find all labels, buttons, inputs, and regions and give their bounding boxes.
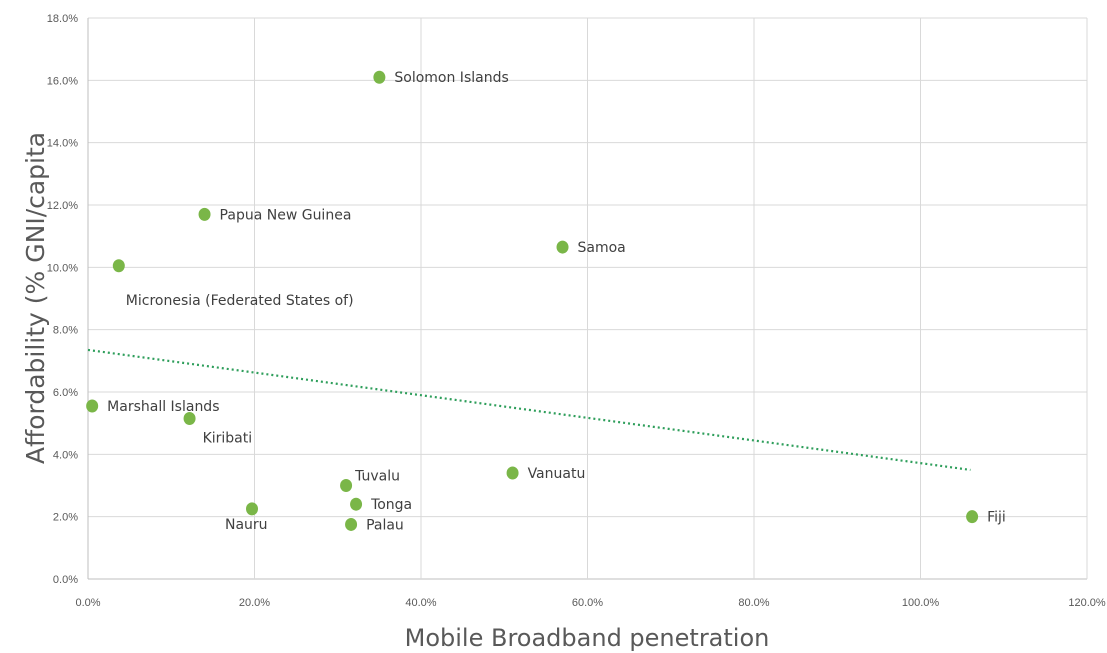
y-axis-title: Affordability (% GNI/capita — [21, 132, 50, 464]
point-label: Fiji — [987, 510, 1006, 526]
x-tick-label: 80.0% — [738, 597, 769, 609]
point-label: Solomon Islands — [394, 70, 508, 86]
data-point — [86, 399, 99, 413]
data-point — [345, 517, 358, 531]
point-label: Samoa — [578, 240, 626, 256]
trendline — [87, 348, 971, 472]
y-tick-label: 16.0% — [47, 75, 78, 87]
point-labels: Solomon Islands Papua New Guinea Samoa Micr… — [107, 70, 1006, 533]
y-tick-label: 8.0% — [53, 325, 78, 337]
y-tick-label: 14.0% — [47, 138, 78, 150]
x-tick-label: 100.0% — [902, 597, 940, 609]
data-point — [556, 240, 569, 254]
y-tick-label: 6.0% — [53, 387, 78, 399]
point-label: Marshall Islands — [107, 399, 219, 415]
x-axis-title: Mobile Broadband penetration — [405, 624, 770, 652]
x-tick-label: 40.0% — [405, 597, 436, 609]
x-tick-label: 120.0% — [1068, 597, 1106, 609]
point-label: Nauru — [225, 517, 268, 533]
data-points — [86, 70, 979, 531]
point-label: Vanuatu — [528, 466, 586, 482]
y-tick-label: 4.0% — [53, 449, 78, 461]
point-label: Papua New Guinea — [220, 207, 352, 223]
data-point — [112, 259, 125, 273]
data-point — [373, 70, 386, 84]
data-point — [340, 479, 353, 492]
point-label: Kiribati — [203, 430, 253, 446]
point-label: Tuvalu — [354, 469, 400, 485]
data-point — [246, 502, 259, 516]
x-tick-label: 0.0% — [75, 597, 100, 609]
point-label: Palau — [366, 517, 404, 533]
point-label: Tonga — [370, 497, 412, 513]
x-tick-label: 60.0% — [572, 597, 603, 609]
point-label: Micronesia (Federated States of) — [126, 293, 354, 309]
data-point — [198, 207, 211, 221]
y-tick-label: 12.0% — [47, 200, 78, 212]
gridlines — [87, 17, 1088, 580]
y-tick-label: 2.0% — [53, 512, 78, 524]
trendline-layer — [87, 348, 971, 472]
y-tick-label: 18.0% — [47, 13, 78, 25]
y-tick-label: 0.0% — [53, 574, 78, 586]
data-point — [506, 466, 519, 480]
data-point — [966, 510, 979, 524]
x-tick-label: 20.0% — [239, 597, 270, 609]
data-point — [183, 411, 196, 425]
y-tick-label: 10.0% — [47, 262, 78, 274]
tick-labels: 0.0% 2.0% 4.0% 6.0% 8.0% 10.0% 12.0% 14.0% 16.0%… — [47, 13, 1106, 609]
data-point — [350, 497, 363, 511]
